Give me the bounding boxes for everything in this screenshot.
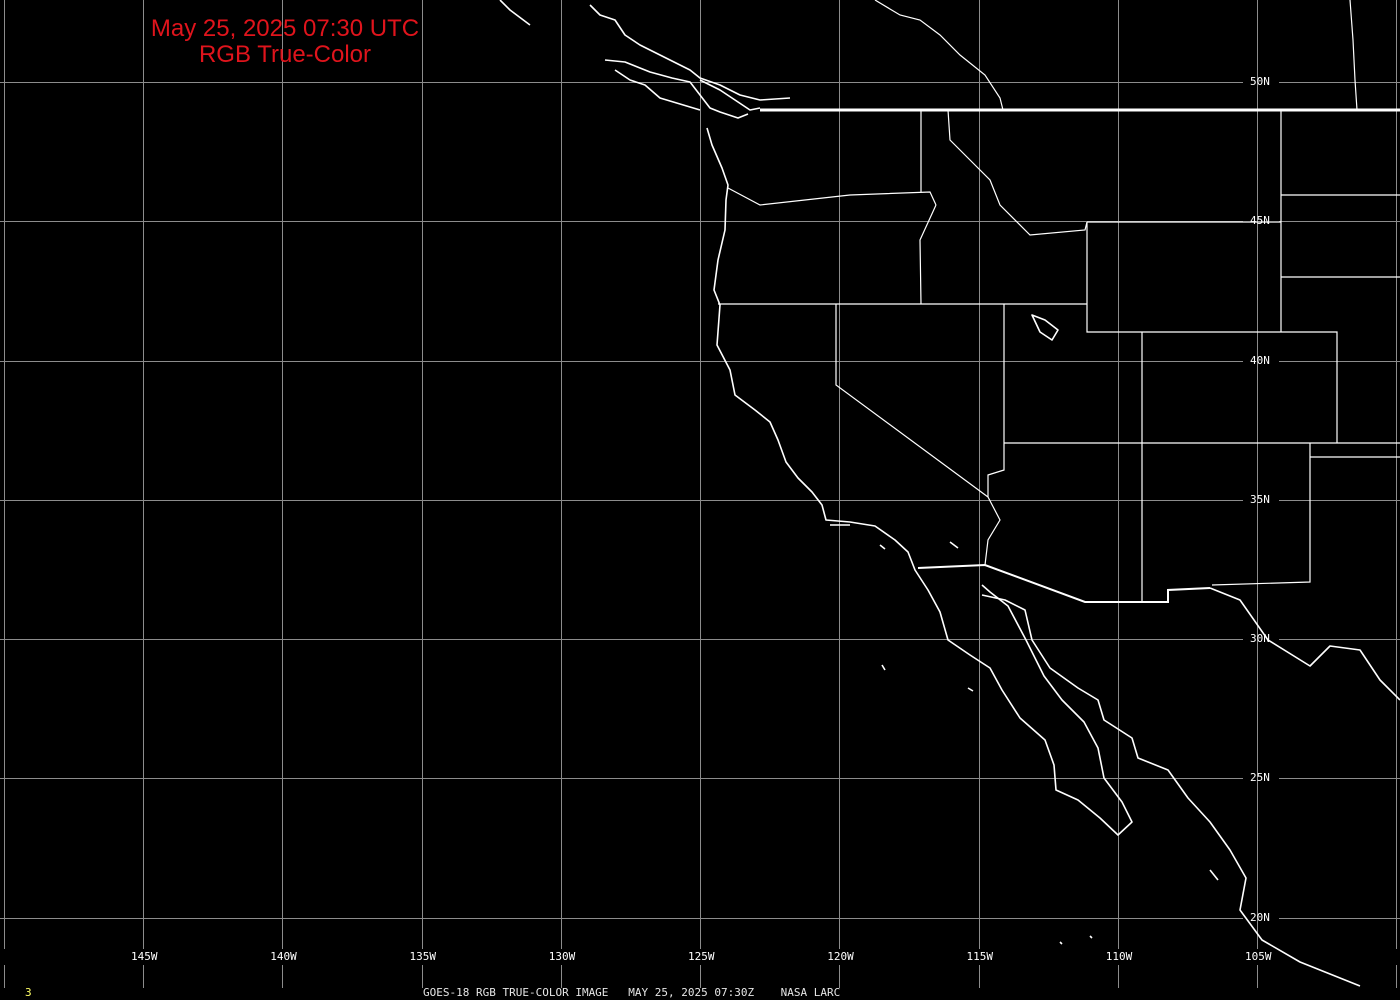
pacific-coast-us-mexico [706,127,1133,836]
southwest-state-lines [1004,332,1400,602]
longitude-label: 145W [131,950,158,963]
nevada-utah-arizona-borders [984,304,1005,566]
vancouver-island-coast [604,59,749,119]
northern-state-lines [718,110,1400,443]
latitude-label: 35N [1250,492,1270,506]
latitude-label: 20N [1250,910,1270,924]
latitude-label: 30N [1250,632,1270,645]
idaho-borders [919,109,1088,305]
great-salt-lake [1031,314,1059,341]
longitude-label: 125W [688,950,715,963]
longitude-label: 110W [1105,950,1133,963]
longitude-label: 135W [409,950,437,963]
california-nevada-border [835,304,989,498]
washington-oregon-border [727,187,937,206]
frame-number: 3 [25,986,32,999]
gulf-of-california-east-coast [981,594,1361,987]
latitude-label: 50N [1250,75,1270,88]
political-borders [718,0,1400,603]
longitude-label: 120W [827,950,854,963]
longitude-label: 130W [548,950,576,963]
latitude-label: 25N [1250,771,1270,785]
gulf-coast-mexico-texas [1209,587,1400,701]
us-mexico-border [917,563,1211,603]
latitude-label: 40N [1250,353,1270,367]
footer-caption: GOES-18 RGB TRUE-COLOR IMAGE MAY 25, 202… [423,986,841,999]
coastlines [499,0,1400,987]
channel-islands [830,524,1219,945]
title-product: RGB True-Color [198,41,372,68]
latitude-label: 45N [1250,214,1270,228]
canada-province-lines [874,0,1358,111]
longitude-label: 140W [270,950,297,963]
longitude-label: 105W [1245,950,1272,963]
longitude-label: 115W [966,950,994,963]
bc-inlets-coast [499,0,791,111]
title-datetime: May 25, 2025 07:30 UTC [150,15,420,42]
